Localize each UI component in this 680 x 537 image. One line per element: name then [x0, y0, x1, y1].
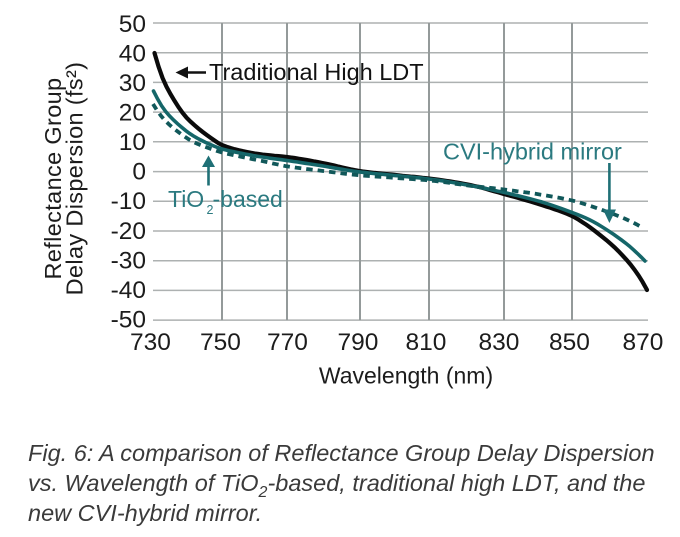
svg-text:-30: -30: [111, 247, 146, 274]
svg-text:50: 50: [119, 11, 146, 38]
svg-text:CVI-hybrid mirror: CVI-hybrid mirror: [443, 139, 622, 165]
svg-text:10: 10: [119, 129, 146, 156]
svg-text:-10: -10: [111, 188, 146, 215]
svg-text:Fig. 6: A comparison of Reflec: Fig. 6: A comparison of Reflectance Grou…: [28, 440, 655, 466]
svg-text:Wavelength (nm): Wavelength (nm): [319, 363, 493, 389]
svg-text:-20: -20: [111, 218, 146, 245]
svg-text:Traditional High LDT: Traditional High LDT: [209, 59, 424, 85]
svg-text:850: 850: [549, 329, 590, 356]
svg-text:790: 790: [338, 329, 379, 356]
svg-text:810: 810: [406, 329, 447, 356]
svg-text:830: 830: [479, 329, 520, 356]
svg-text:vs. Wavelength of TiO2-based,: vs. Wavelength of TiO2-based, traditiona…: [28, 470, 645, 501]
svg-text:2: 2: [207, 203, 214, 217]
svg-text:20: 20: [119, 100, 146, 127]
svg-text:Delay Dispersion (fs²): Delay Dispersion (fs²): [62, 62, 88, 296]
svg-text:730: 730: [130, 329, 171, 356]
svg-text:-based: -based: [213, 186, 283, 212]
svg-text:870: 870: [623, 329, 664, 356]
svg-text:770: 770: [267, 329, 308, 356]
svg-text:30: 30: [119, 70, 146, 97]
svg-text:0: 0: [132, 159, 146, 186]
svg-text:40: 40: [119, 41, 146, 68]
svg-text:-50: -50: [111, 306, 146, 333]
svg-text:TiO: TiO: [168, 186, 204, 212]
svg-text:Reflectance Group: Reflectance Group: [40, 78, 66, 280]
svg-text:750: 750: [200, 329, 241, 356]
svg-text:-40: -40: [111, 277, 146, 304]
svg-text:new CVI-hybrid mirror.: new CVI-hybrid mirror.: [28, 500, 262, 526]
